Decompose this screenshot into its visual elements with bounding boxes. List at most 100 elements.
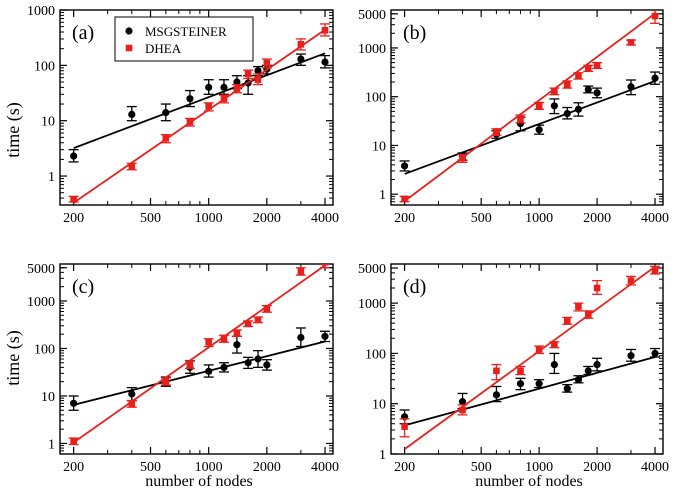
msgsteiner-point	[297, 333, 305, 342]
y-tick-label: 10	[372, 398, 386, 413]
y-axis-label-bottom: time (s)	[3, 330, 24, 386]
dhea-point	[575, 303, 582, 310]
dhea-point	[563, 317, 571, 324]
msgsteiner-point	[128, 390, 136, 398]
dhea-fit-line	[73, 264, 326, 444]
msgsteiner-point	[205, 367, 213, 375]
dhea-point	[584, 65, 592, 72]
y-tick-label: 1	[48, 170, 55, 185]
dhea-point	[244, 320, 252, 328]
x-tick-label: 200	[394, 460, 415, 475]
x-tick-label: 2000	[583, 211, 611, 226]
dhea-point	[162, 378, 170, 385]
dhea-point	[263, 59, 271, 67]
dhea-point	[584, 310, 592, 318]
dhea-point	[535, 102, 543, 110]
msgsteiner-fit-line	[404, 356, 656, 427]
msgsteiner-point	[563, 109, 571, 118]
x-tick-label: 200	[63, 211, 84, 226]
dhea-point	[627, 277, 635, 284]
msgsteiner-point	[584, 367, 592, 375]
msgsteiner-point	[233, 78, 241, 86]
msgsteiner-point	[128, 110, 136, 118]
panel-label: (a)	[72, 22, 94, 44]
msgsteiner-point	[627, 352, 635, 360]
dhea-fit-line	[404, 12, 656, 202]
msgsteiner-point	[321, 58, 329, 66]
x-tick-label: 4000	[311, 211, 339, 226]
x-tick-label: 2000	[583, 460, 611, 475]
dhea-point	[575, 72, 582, 79]
dhea-point	[321, 264, 329, 266]
x-axis-label-left: number of nodes	[145, 473, 253, 490]
y-tick-label: 10	[41, 390, 55, 405]
dhea-point	[128, 163, 136, 170]
plot-frame	[59, 9, 334, 206]
y-axis-label-top: time (s)	[3, 102, 24, 158]
x-tick-label: 2000	[253, 211, 281, 226]
msgsteiner-fit-line	[404, 80, 656, 175]
panel-c: 200 500 1000 2000 4000 1 10 100 1000 5000 (c)	[27, 262, 339, 475]
x-tick-label: 500	[140, 211, 161, 226]
dhea-point	[233, 85, 241, 92]
series-layer	[68, 264, 331, 446]
legend-box	[114, 16, 254, 62]
msgsteiner-point	[263, 361, 271, 369]
msgsteiner-point	[220, 363, 228, 371]
y-tick-label: 1	[48, 437, 55, 452]
dhea-point	[220, 335, 228, 343]
msgsteiner-point	[400, 162, 409, 170]
msgsteiner-fit-line	[73, 52, 326, 149]
msgsteiner-point	[70, 152, 78, 160]
dhea-point	[551, 341, 558, 348]
msgsteiner-fit-line	[73, 340, 326, 406]
msgsteiner-point	[563, 384, 571, 393]
panel-d: 200 500 1000 2000 4000 1 10 100 1000 5000 (d)	[358, 262, 669, 475]
msgsteiner-point	[550, 360, 558, 369]
plot-frame	[390, 9, 664, 206]
y-tick-label: 10	[372, 139, 386, 154]
series-layer	[399, 10, 661, 203]
msgsteiner-point	[550, 102, 558, 110]
y-tick-label: 1000	[27, 4, 55, 19]
panel-a: 200 500 1000 2000 4000 1 10 100 1000 (a) MSGSTEINE…	[27, 4, 339, 226]
msgsteiner-point	[593, 89, 601, 97]
msgsteiner-point	[535, 126, 543, 134]
series-layer	[68, 23, 331, 204]
dhea-point	[297, 268, 305, 275]
dhea-point	[205, 338, 212, 346]
msgsteiner-point	[244, 359, 252, 367]
y-tick-label: 1000	[27, 295, 55, 310]
panel-b: 200 500 1000 2000 4000 1 10 100 1000 5000 (b)	[358, 8, 669, 226]
dhea-point	[563, 80, 571, 88]
msgsteiner-point	[574, 376, 583, 384]
dhea-point	[205, 103, 212, 110]
msgsteiner-point	[297, 55, 305, 63]
dhea-point	[459, 406, 466, 414]
msgsteiner-point	[162, 109, 170, 117]
dhea-point	[593, 62, 601, 69]
x-tick-label: 1000	[525, 460, 553, 475]
msgsteiner-point	[651, 74, 659, 82]
y-tick-label: 1000	[358, 42, 386, 57]
y-tick-label: 100	[34, 342, 55, 357]
msgsteiner-point	[593, 360, 601, 369]
x-tick-label: 1000	[195, 460, 223, 475]
y-tick-label: 5000	[358, 262, 386, 277]
msgsteiner-point	[535, 380, 543, 388]
y-tick-label: 10	[41, 115, 55, 130]
dhea-point	[459, 154, 466, 162]
x-tick-label: 2000	[253, 460, 281, 475]
y-tick-label: 5000	[358, 8, 386, 23]
dhea-point	[128, 400, 136, 408]
dhea-point	[493, 367, 500, 375]
panels: 200 500 1000 2000 4000 1 10 100 1000 (a) MSGSTEINE…	[27, 4, 669, 475]
msgsteiner-point	[492, 391, 501, 399]
legend-entry: MSGSTEINER	[145, 24, 227, 39]
dhea-point	[263, 305, 271, 313]
dhea-point	[551, 87, 558, 95]
dhea-point	[627, 39, 635, 46]
dhea-point	[651, 12, 659, 20]
x-tick-label: 500	[140, 460, 161, 475]
